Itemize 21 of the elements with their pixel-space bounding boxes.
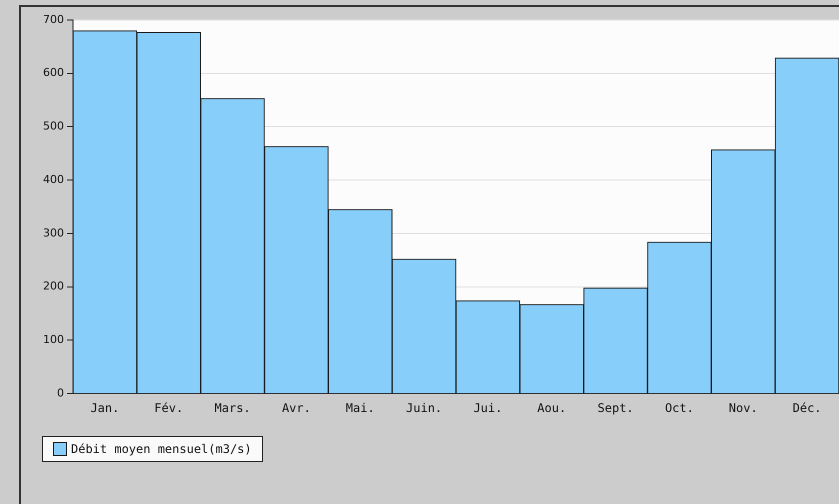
y-tick-label: 700 bbox=[42, 12, 64, 26]
y-tick-label: 200 bbox=[42, 280, 64, 293]
x-tick-label: Oct. bbox=[664, 400, 694, 415]
y-tick-label: 500 bbox=[42, 120, 64, 133]
x-tick-label: Fév. bbox=[154, 400, 184, 415]
x-tick-label: Juin. bbox=[406, 400, 442, 415]
x-tick-label: Déc. bbox=[792, 400, 822, 415]
y-tick-label: 600 bbox=[42, 66, 64, 80]
x-tick-label: Jan. bbox=[90, 400, 120, 415]
x-tick-label: Avr. bbox=[282, 400, 311, 415]
y-tick-label: 400 bbox=[42, 172, 64, 186]
y-tick-label: 0 bbox=[56, 386, 64, 400]
x-tick-label: Mars. bbox=[214, 400, 251, 415]
x-tick-label: Sept. bbox=[598, 400, 634, 415]
legend-label: Débit moyen mensuel(m3/s) bbox=[71, 442, 252, 456]
x-tick-label: Mai. bbox=[346, 400, 375, 415]
x-tick-label: Aou. bbox=[537, 400, 566, 415]
x-tick-label: Jui. bbox=[473, 400, 502, 415]
y-tick-label: 300 bbox=[42, 226, 64, 240]
y-tick-label: 100 bbox=[42, 333, 64, 346]
x-tick-label: Nov. bbox=[728, 400, 758, 415]
